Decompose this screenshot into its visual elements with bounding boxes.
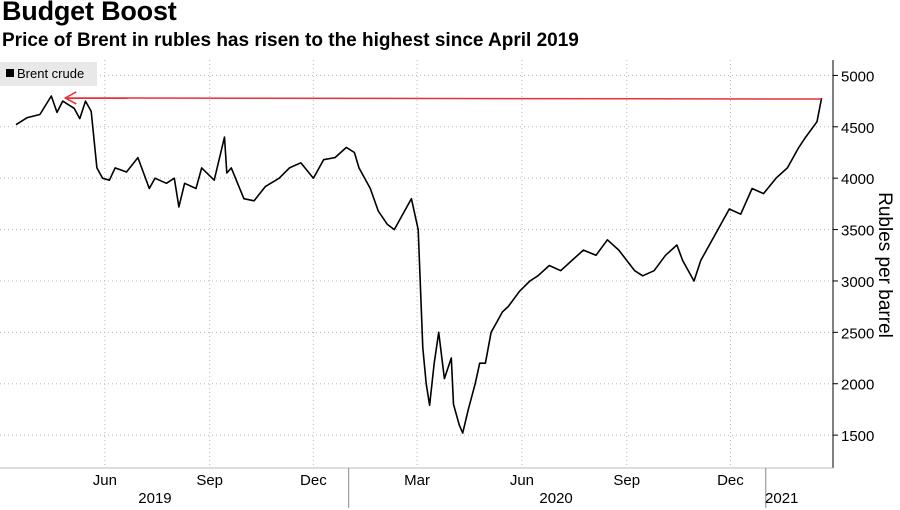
y-tick-label: 2000: [841, 377, 874, 394]
series-line-brent-crude: [15, 95, 823, 434]
x-tick-label: Dec: [300, 472, 327, 489]
x-tick-label: Sep: [613, 472, 640, 489]
x-tick-label: Mar: [404, 472, 430, 489]
year-label: 2020: [539, 490, 572, 507]
grid: [0, 60, 833, 468]
legend-label: Brent crude: [17, 66, 84, 81]
arrow-line: [65, 97, 822, 100]
y-tick-label: 3000: [841, 274, 874, 291]
year-label: 2019: [138, 490, 171, 507]
y-tick-label: 2500: [841, 325, 874, 342]
series-layer: [15, 95, 823, 434]
legend: Brent crude: [0, 62, 97, 86]
year-label: 2021: [765, 490, 798, 507]
y-tick-label: 1500: [841, 428, 874, 445]
chart-title: Budget Boost: [2, 0, 177, 26]
y-axis-label: Rubles per barrel: [874, 192, 895, 338]
x-tick-label: Dec: [717, 472, 744, 489]
chart-subtitle: Price of Brent in rubles has risen to th…: [2, 30, 579, 51]
y-tick-label: 5000: [841, 68, 874, 85]
y-tick-label: 4500: [841, 120, 874, 137]
x-tick-label: Sep: [196, 472, 223, 489]
x-tick-label: Jun: [510, 472, 534, 489]
y-tick-label: 3500: [841, 223, 874, 240]
legend-swatch: [6, 69, 14, 77]
annotation-layer: [63, 91, 822, 105]
x-ticks: Jun Sep Dec Mar Jun Sep Dec 2019 2020 2021: [93, 468, 798, 508]
arrow-head: [63, 91, 77, 105]
y-tick-label: 4000: [841, 171, 874, 188]
y-ticks: 1500 2000 2500 3000 3500 4000 4500 5000: [833, 68, 874, 445]
legend-box: [0, 62, 97, 86]
x-tick-label: Jun: [93, 472, 117, 489]
